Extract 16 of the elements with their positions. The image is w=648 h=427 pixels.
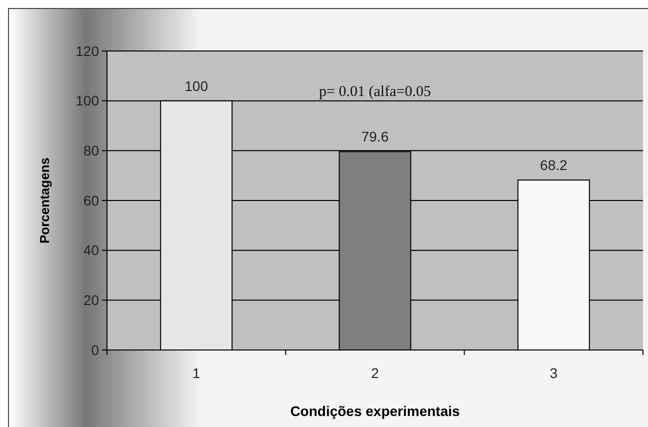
data-label: 68.2 [540, 157, 568, 174]
annotation: p= 0.01 (alfa=0.05 [319, 84, 431, 100]
y-tick-label: 40 [83, 242, 100, 258]
x-tick-label: 3 [550, 365, 558, 381]
data-label: 100 [184, 78, 208, 94]
y-tick-label: 80 [83, 142, 100, 159]
y-tick-label: 20 [83, 292, 100, 308]
y-tick-label: 120 [76, 42, 100, 59]
x-tick-label: 2 [371, 365, 380, 381]
y-tick-label: 60 [83, 192, 100, 208]
y-tick-label: 100 [76, 92, 100, 109]
x-axis-title: Condições experimentais [290, 403, 460, 419]
y-axis-title: Porcentagens [37, 158, 52, 244]
data-label: 79.6 [361, 128, 389, 145]
y-tick-label: 0 [91, 342, 100, 358]
x-tick-label: 1 [192, 365, 200, 381]
